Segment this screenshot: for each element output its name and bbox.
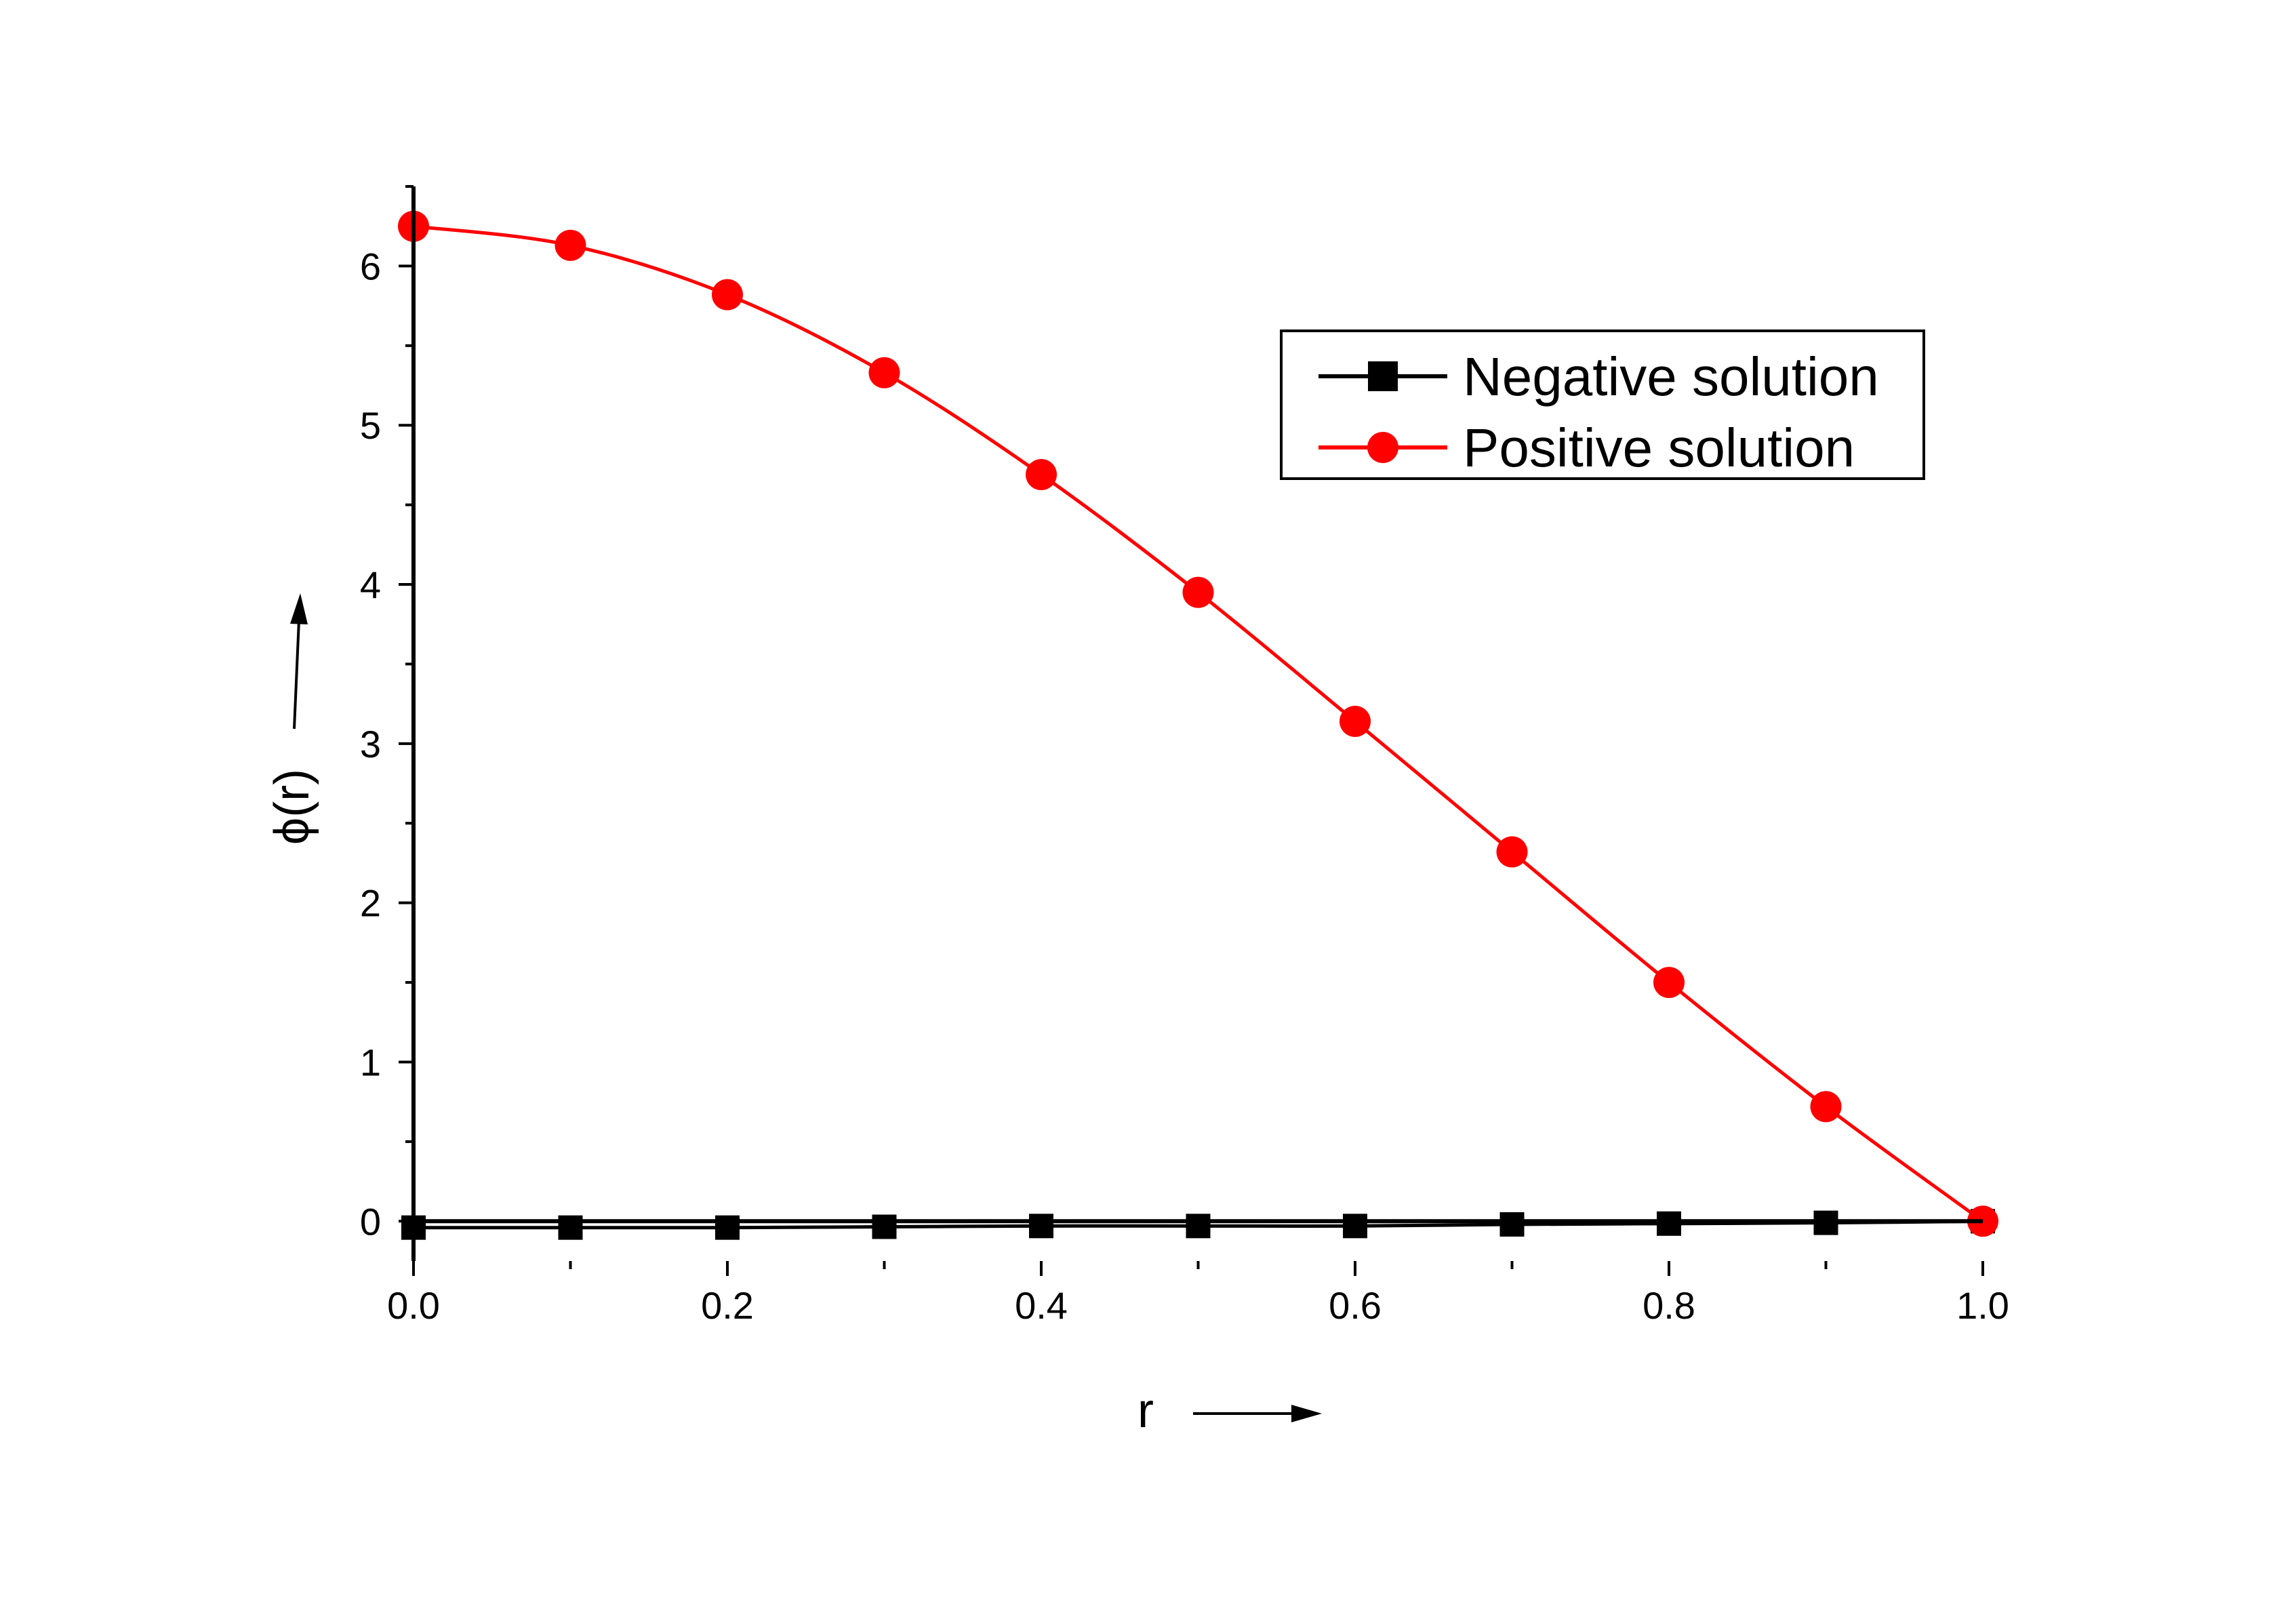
data-point-circle — [1182, 576, 1214, 608]
data-point-square — [1343, 1214, 1367, 1239]
data-point-square — [872, 1214, 897, 1239]
x-tick-label: 0.8 — [1643, 1284, 1695, 1327]
data-point-circle — [1026, 459, 1057, 491]
plot-area — [398, 210, 1998, 1240]
x-tick-label: 0.6 — [1329, 1284, 1382, 1327]
y-tick-label: 2 — [360, 882, 381, 925]
axis-ticks: 0 1 2 3 4 5 6 0.0 0.2 0.4 0.6 0.8 1.0 — [360, 185, 2009, 1327]
legend-entry-negative: Negative solution — [1318, 346, 1879, 407]
data-point-circle — [1810, 1091, 1842, 1123]
y-tick-label: 0 — [360, 1200, 381, 1243]
data-point-square — [1029, 1214, 1053, 1239]
legend-label-negative: Negative solution — [1463, 346, 1879, 407]
axes — [411, 186, 1983, 1261]
x-tick-label: 0.4 — [1015, 1284, 1068, 1327]
data-point-square — [1657, 1211, 1681, 1236]
data-point-square — [558, 1215, 583, 1240]
x-tick-label: 0.2 — [701, 1284, 754, 1327]
data-point-square — [1499, 1212, 1525, 1237]
legend: Negative solution Positive solution — [1280, 329, 1925, 480]
series-line-1 — [413, 224, 1984, 1223]
data-point-circle — [1340, 705, 1371, 737]
legend-marker-circle-icon — [1367, 432, 1398, 463]
y-tick-label: 6 — [360, 245, 381, 287]
data-point-circle — [712, 279, 743, 311]
data-point-circle — [555, 229, 586, 261]
y-axis-label: ϕ(r) — [265, 769, 319, 845]
data-point-circle — [1653, 967, 1685, 999]
x-tick-label: 0.0 — [387, 1284, 440, 1327]
data-point-circle — [868, 357, 900, 388]
x-tick-label: 1.0 — [1956, 1284, 2009, 1327]
y-tick-label: 3 — [360, 723, 381, 765]
y-tick-label: 4 — [360, 563, 381, 606]
y-axis-arrow-icon — [290, 593, 308, 729]
x-axis-label: r — [1137, 1384, 1154, 1438]
legend-marker-square-icon — [1368, 361, 1398, 391]
y-tick-label: 5 — [360, 404, 381, 447]
y-tick-label: 1 — [360, 1041, 381, 1083]
legend-entry-positive: Positive solution — [1318, 418, 1855, 478]
data-point-circle — [1496, 836, 1528, 868]
x-axis-arrow-icon — [1193, 1405, 1322, 1422]
data-point-square — [1186, 1214, 1211, 1239]
data-point-square — [715, 1215, 740, 1240]
legend-label-positive: Positive solution — [1463, 418, 1855, 478]
